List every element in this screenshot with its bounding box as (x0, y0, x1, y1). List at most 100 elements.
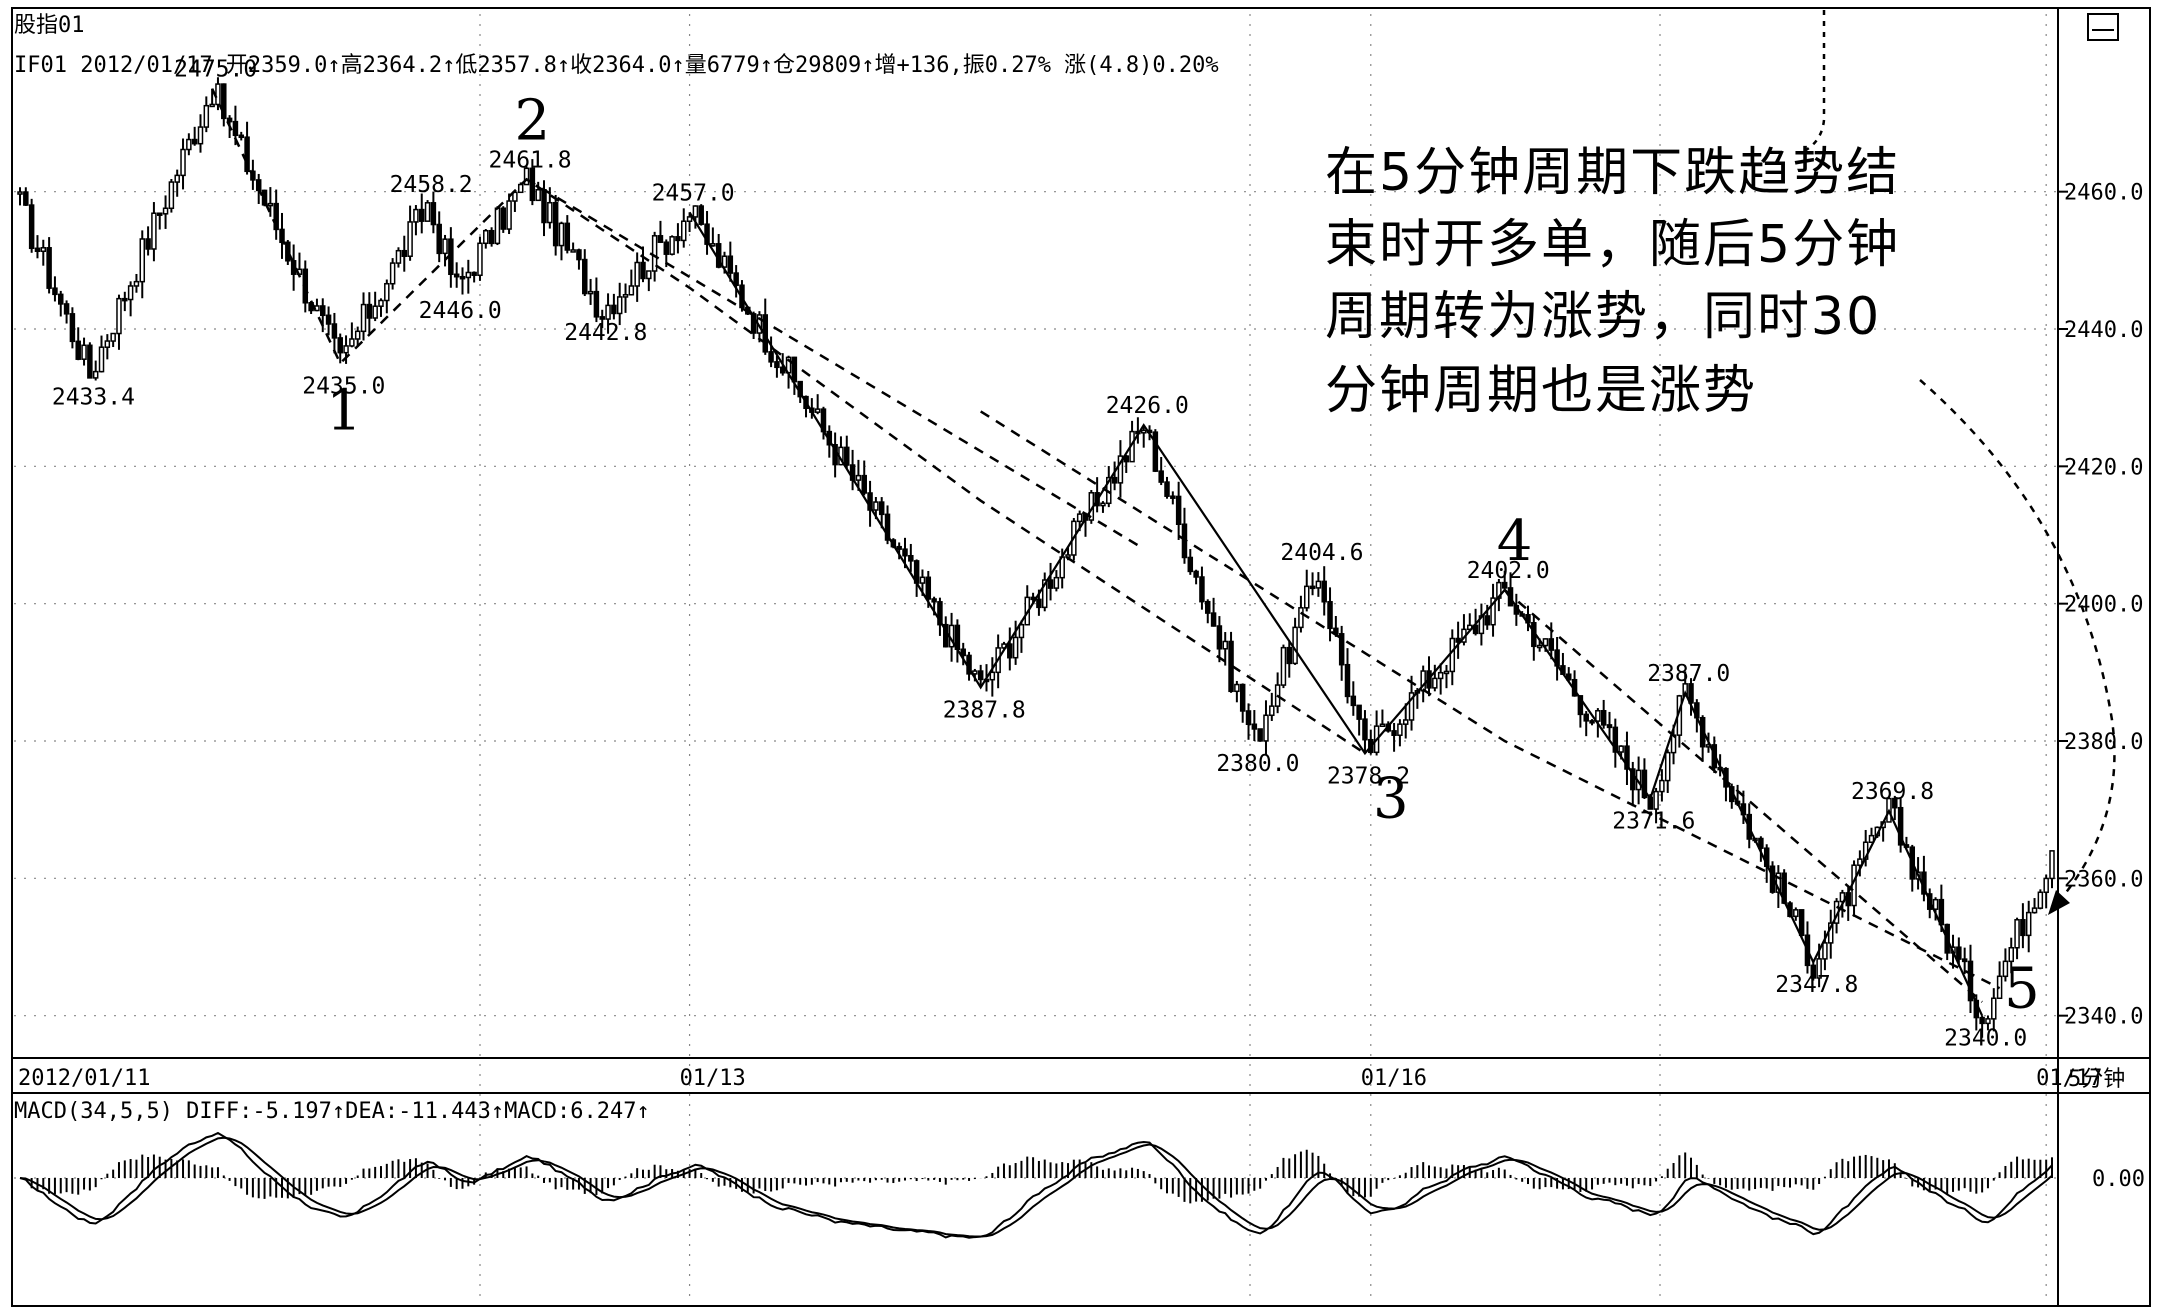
pivot-label: 2404.6 (1280, 540, 1363, 566)
candle-body (290, 260, 297, 275)
candle-body (221, 83, 227, 120)
macd-label: MACD(34,5,5) DIFF:-5.197↑DEA:-11.443↑MAC… (14, 1099, 650, 1124)
candle-body (1187, 556, 1194, 573)
candle-body (98, 346, 105, 373)
candle-body (197, 126, 204, 145)
candle-body (902, 548, 908, 557)
pivot-label: 2378.2 (1327, 763, 1410, 789)
candle-body (203, 104, 210, 128)
candle-body (273, 202, 279, 231)
candle-body (139, 238, 146, 283)
candle-body (1309, 585, 1316, 590)
candle-body (972, 670, 978, 675)
candle-body (710, 243, 716, 247)
candle-body (535, 188, 541, 202)
candle-body (977, 670, 984, 681)
candle-body (209, 103, 215, 108)
candle-body (1315, 580, 1322, 589)
candle-body (593, 290, 600, 318)
candle-body (186, 138, 192, 151)
candle-body (75, 340, 81, 360)
candle-body (366, 303, 373, 319)
candle-body (721, 255, 728, 268)
candle-body (337, 337, 343, 354)
candle-body (1536, 644, 1543, 649)
annotation-line-1: 在5分钟周期下跌趋势结 (1325, 143, 1900, 203)
x-tick-label: 01/13 (680, 1066, 746, 1091)
candle-body (1967, 960, 1974, 1002)
pivot-label: 2435.0 (302, 373, 385, 399)
candle-body (500, 207, 507, 230)
candle-body (750, 313, 757, 334)
candle-body (133, 280, 140, 287)
wave-labels: 1 2 3 4 5 (326, 88, 2040, 1021)
candle-body (1589, 720, 1595, 724)
candle-body (663, 241, 670, 255)
candle-body (320, 305, 326, 317)
candle-body (1484, 615, 1490, 626)
candle-body (1007, 643, 1013, 659)
info-line: IF01 2012/01/17 开2359.0↑高2364.2↑低2357.8↑… (14, 53, 1219, 78)
candle-body (1100, 502, 1106, 507)
candle-body (634, 261, 640, 287)
candle-body (908, 554, 914, 562)
candle-body (1356, 704, 1362, 720)
candle-body (52, 287, 58, 296)
candle-body (488, 229, 495, 245)
candle-body (1443, 670, 1450, 675)
candle-body (471, 271, 477, 277)
candle-body (1193, 570, 1199, 578)
candle-body (867, 492, 873, 511)
candle-body (1362, 718, 1368, 741)
candle-body (1210, 612, 1217, 627)
candle-body (267, 202, 274, 207)
candle-body (1239, 683, 1246, 712)
pivot-label: 2347.8 (1775, 972, 1858, 998)
candle-body (1344, 663, 1351, 698)
window-toggle-icon[interactable] (2087, 13, 2119, 41)
candle-body (1956, 946, 1962, 960)
candle-body (640, 261, 646, 280)
candle-body (1653, 790, 1659, 810)
candle-body (564, 222, 571, 251)
candle-body (1659, 779, 1665, 793)
candle-body (1397, 723, 1403, 736)
candle-body (1257, 728, 1263, 742)
candle-body (2049, 850, 2055, 880)
candle-body (587, 290, 594, 295)
annotation-line-3: 周期转为涨势，同时30 (1325, 287, 1881, 347)
candle-body (1624, 745, 1630, 770)
candle-body (1286, 646, 1293, 665)
dashed-trendline (525, 178, 1145, 550)
candle-body (1111, 476, 1118, 484)
candle-body (791, 356, 798, 383)
candle-body (931, 598, 937, 603)
candle-body (442, 238, 448, 255)
top-dotted-arrow (1805, 10, 1826, 152)
candle-body (63, 303, 70, 315)
candle-body (483, 229, 489, 245)
date-axis: 2012/01/11 01/13 01/16 01/17 (18, 1066, 2102, 1091)
candle-body (1979, 1016, 1985, 1025)
candle-body (680, 220, 687, 242)
candle-body (1321, 580, 1327, 603)
candle-body (517, 183, 524, 194)
candle-body (1810, 964, 1817, 979)
candle-body (145, 238, 151, 250)
candle-body (1199, 576, 1205, 603)
candle-body (92, 370, 99, 379)
candle-body (896, 545, 902, 550)
dashed-trendline (980, 410, 2001, 990)
candle-body (261, 189, 268, 206)
candle-body (611, 304, 617, 315)
candle-body (861, 474, 867, 494)
candle-body (1036, 598, 1042, 609)
candle-body (168, 181, 175, 210)
candle-body (1012, 636, 1019, 659)
candle-body (1548, 638, 1555, 651)
candle-body (116, 297, 122, 335)
candle-body (1158, 470, 1164, 483)
candle-body (1234, 683, 1240, 693)
x-tick-label: 01/17 (2036, 1066, 2102, 1091)
